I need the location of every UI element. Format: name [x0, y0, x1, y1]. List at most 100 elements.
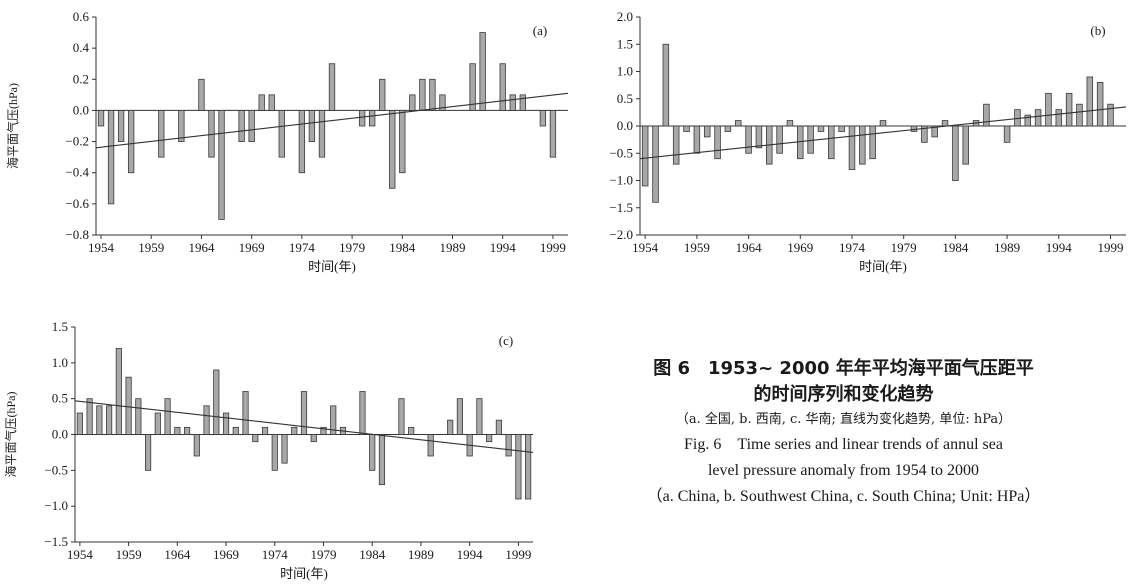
panel-c-bar-1975 [281, 434, 288, 464]
panel-b-bar-1962 [724, 125, 732, 132]
panel-b-bar-1954 [641, 125, 649, 187]
panel-c-x-tick-label: 1989 [408, 547, 434, 562]
panel-c-bar-1972 [252, 434, 259, 443]
panel-c-bar-1980 [330, 405, 337, 435]
panel-c-bar-1962 [154, 412, 161, 435]
panel-a-y-tick-label: −0.2 [65, 134, 89, 149]
panel-a-bar-1991 [469, 63, 476, 111]
panel-a-bar-1968 [238, 110, 245, 142]
panel-b-bar-1964 [745, 125, 752, 154]
panel-c-x-tick-label: 1979 [310, 547, 336, 562]
panel-b-bar-1955 [652, 125, 659, 203]
panel-c-x-tick-label: 1964 [164, 547, 191, 562]
panel-a-bar-1969 [248, 110, 255, 142]
panel-c-bar-1963 [164, 398, 171, 435]
panel-b-y-tick-label: −1.0 [609, 173, 633, 188]
panel-c-bar-1973 [261, 426, 269, 435]
panel-b-x-tick-label: 1959 [684, 240, 710, 255]
panel-c-x-tick-label: 1974 [262, 547, 289, 562]
panel-b-x-tick-label: 1964 [736, 240, 763, 255]
panel-b-bar-1963 [734, 120, 742, 127]
panel-c-bar-1993 [456, 398, 463, 435]
panel-c-x-tick-label: 1959 [116, 547, 142, 562]
panel-c-bar-1992 [447, 419, 454, 435]
caption-en-title-line1: Fig. 6 Time series and linear trends of … [684, 436, 1003, 453]
panel-b-y-tick-label: 0.5 [617, 91, 633, 106]
panel-c-bar-1978 [310, 434, 317, 443]
panel-b-bar-1995 [1065, 92, 1073, 127]
panel-b-bar-1957 [672, 125, 680, 165]
panel-a-y-tick-label: −0.4 [65, 165, 89, 180]
panel-b-bar-1972 [828, 125, 835, 160]
panel-c-trend-line [74, 400, 534, 453]
panel-c-bar-1988 [408, 426, 415, 435]
panel-b-bar-1992 [1034, 109, 1042, 127]
panel-c-x-label: 时间(年) [280, 566, 328, 581]
panel-a-x-tick-label: 1969 [239, 240, 265, 255]
panel-b-bar-1993 [1045, 92, 1052, 127]
panel-c-y-label: 海平面气压(hPa) [3, 392, 18, 478]
panel-b-bar-1981 [921, 125, 928, 143]
panel-a-bar-1987 [429, 78, 436, 111]
panel-b-x-tick-label: 1979 [891, 240, 917, 255]
panel-a-bar-1992 [479, 32, 486, 111]
panel-c-y-tick-label: −0.5 [44, 462, 68, 477]
panel-c-bar-1955 [86, 398, 93, 435]
panel-a-x-tick-label: 1964 [188, 240, 215, 255]
panel-c-bar-1968 [213, 369, 220, 435]
panel-b-bar-1973 [838, 125, 845, 132]
panel-a-bar-1976 [318, 110, 326, 158]
panel-c-bar-2000 [525, 434, 532, 500]
panel-a-y-label: 海平面气压(hPa) [5, 83, 20, 169]
panel-c-bar-1979 [320, 426, 327, 435]
panel-c-bar-1995 [476, 398, 483, 435]
panel-c-bar-1969 [222, 412, 230, 435]
panel-b-bar-1976 [869, 125, 876, 160]
panel-c-bar-1956 [96, 405, 103, 435]
panel-b-bar-1956 [662, 43, 670, 127]
panel-a-bar-1957 [127, 110, 135, 174]
panel-b-bar-1994 [1055, 109, 1063, 127]
panel-b-bar-1961 [714, 125, 721, 160]
panel-c-bar-1959 [125, 376, 132, 435]
panel-a-x-tick-label: 1994 [490, 240, 517, 255]
panel-b-y-tick-label: 0.0 [617, 118, 633, 133]
panel-b-bar-1958 [683, 125, 690, 132]
panel-b-bar-1980 [910, 125, 918, 132]
panel-c-y-tick-label: −1.0 [44, 498, 68, 513]
panel-c-bar-1998 [505, 434, 512, 457]
panel-c-bar-1990 [427, 434, 434, 457]
panel-b-x-tick-label: 1954 [632, 240, 659, 255]
panel-c-x-tick-label: 1969 [213, 547, 239, 562]
panel-a-y-tick-label: −0.8 [65, 227, 89, 242]
panel-b-bar-1960 [703, 125, 711, 138]
panel-c-x-tick-label: 1999 [505, 547, 531, 562]
panel-a-bar-1994 [499, 63, 506, 111]
panel-a-bar-1966 [218, 110, 225, 220]
panel-b-bar-1983 [941, 120, 949, 127]
panel-b-y-tick-label: −2.0 [609, 227, 633, 242]
panel-b-bar-1967 [776, 125, 783, 154]
panel-b-bar-1970 [807, 125, 814, 154]
panel-c-y-tick-label: 1.5 [52, 319, 68, 334]
panel-c-bar-1971 [242, 391, 249, 435]
panel-b-bar-1977 [879, 120, 887, 127]
caption-en-title-line2: level pressure anomaly from 1954 to 2000 [707, 462, 980, 479]
panel-b-bar-1975 [859, 125, 866, 165]
panel-a-bar-1996 [519, 94, 526, 111]
panel-a-trend-line [95, 92, 569, 149]
panel-b-bar-1991 [1024, 114, 1032, 127]
panel-a-bar-1962 [178, 110, 185, 142]
panel-b-bar-1989 [1003, 125, 1011, 143]
panel-a-bar-1982 [379, 78, 386, 111]
panel-c-bar-1964 [174, 426, 181, 435]
panel-a-bar-1986 [419, 78, 426, 111]
panel-c-y-tick-label: 0.0 [52, 427, 68, 442]
panel-a-x-tick-label: 1979 [339, 240, 365, 255]
panel-c-bar-1965 [183, 426, 191, 435]
panel-b-x-tick-label: 1984 [942, 240, 969, 255]
caption-cn-note: （a. 全国, b. 西南, c. 华南; 直线为变化趋势, 单位: hPa） [675, 412, 1012, 427]
panel-b-x-tick-label: 1994 [1046, 240, 1073, 255]
panel-b-bar-1984 [952, 125, 959, 181]
panel-a-bar-1964 [198, 78, 205, 111]
